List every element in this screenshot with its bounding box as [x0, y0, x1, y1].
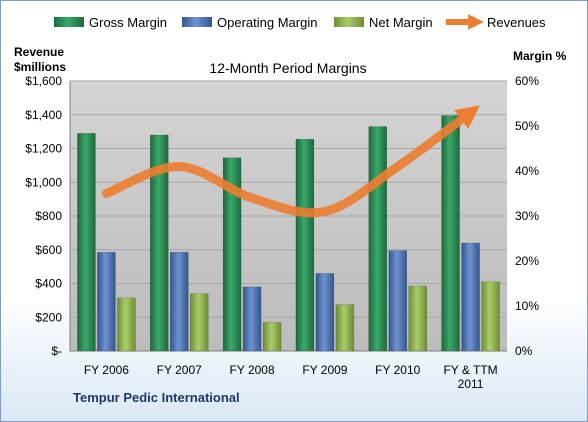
bars-group — [77, 115, 500, 352]
left-tick-label: $600 — [35, 243, 62, 257]
bar-net-margin-fy-2010 — [408, 285, 427, 352]
left-tick-label: $800 — [35, 209, 62, 223]
category-labels: FY 2006 FY 2007 FY 2008 FY 2009 FY 2010 FY & … — [84, 363, 498, 391]
left-axis-title-line1: Revenue — [14, 45, 64, 59]
bar-gross-margin-fy-2008 — [222, 157, 242, 352]
category-label: FY 2009 — [302, 363, 347, 377]
left-axis-ticks: $- $200 $400 $600 $800 $1,000 $1,200 $1,400 $1,6… — [25, 74, 62, 358]
revenue-line-group — [101, 105, 480, 218]
category-label: FY 2006 — [84, 363, 129, 377]
bar-net-margin-fy-2009 — [335, 304, 355, 352]
legend-label-gross-margin: Gross Margin — [89, 15, 167, 30]
bar-gross-margin-fy-2007 — [150, 134, 169, 352]
company-name: Tempur Pedic International — [73, 390, 240, 405]
bar-gross-margin-fy-ttm-2011 — [441, 115, 460, 352]
right-tick-label: 50% — [515, 119, 539, 133]
left-tick-label: $1,600 — [25, 74, 62, 88]
right-tick-label: 10% — [515, 299, 539, 313]
chart-title: 12-Month Period Margins — [209, 60, 366, 76]
bar-gross-margin-fy-2010 — [368, 126, 387, 352]
right-tick-label: 20% — [515, 254, 539, 268]
bar-operating-margin-fy-2007 — [170, 252, 189, 352]
legend: Gross Margin Operating Margin Net Margin… — [54, 14, 546, 30]
category-label: FY & TTM — [443, 363, 497, 377]
bar-gross-margin-fy-2009 — [295, 138, 315, 352]
category-label: FY 2010 — [375, 363, 420, 377]
left-tick-label: $1,000 — [25, 175, 62, 189]
left-axis-title-line2: $millions — [14, 60, 66, 74]
legend-label-revenues: Revenues — [487, 15, 546, 30]
legend-swatch-operating-margin — [182, 17, 212, 27]
category-label: FY 2007 — [157, 363, 202, 377]
right-axis-ticks: 0% 10% 20% 30% 40% 50% 60% — [515, 74, 539, 358]
left-tick-label: $400 — [35, 277, 62, 291]
legend-swatch-net-margin — [334, 17, 364, 27]
legend-swatch-gross-margin — [54, 17, 84, 27]
bar-net-margin-fy-ttm-2011 — [481, 281, 500, 352]
right-tick-label: 60% — [515, 74, 539, 88]
bar-operating-margin-fy-2009 — [315, 273, 335, 352]
bar-net-margin-fy-2007 — [190, 293, 209, 352]
left-tick-label: $1,200 — [25, 142, 62, 156]
legend-label-operating-margin: Operating Margin — [217, 15, 317, 30]
bar-operating-margin-fy-2010 — [388, 250, 407, 352]
bar-operating-margin-fy-ttm-2011 — [461, 242, 480, 352]
category-label: 2011 — [458, 377, 484, 391]
bar-operating-margin-fy-2006 — [97, 252, 116, 352]
left-tick-label: $200 — [35, 310, 62, 324]
bar-net-margin-fy-2006 — [117, 297, 136, 352]
bar-operating-margin-fy-2008 — [242, 286, 262, 352]
left-tick-label: $1,400 — [25, 108, 62, 122]
bar-net-margin-fy-2008 — [262, 322, 282, 352]
legend-label-net-margin: Net Margin — [369, 15, 433, 30]
right-axis-title: Margin % — [513, 49, 567, 63]
right-tick-label: 40% — [515, 164, 539, 178]
gridlines — [70, 80, 507, 318]
right-tick-label: 30% — [515, 209, 539, 223]
revenue-line — [101, 105, 480, 218]
left-tick-label: $- — [51, 344, 62, 358]
right-tick-label: 0% — [515, 344, 533, 358]
category-label: FY 2008 — [230, 363, 275, 377]
bar-gross-margin-fy-2006 — [77, 133, 96, 352]
